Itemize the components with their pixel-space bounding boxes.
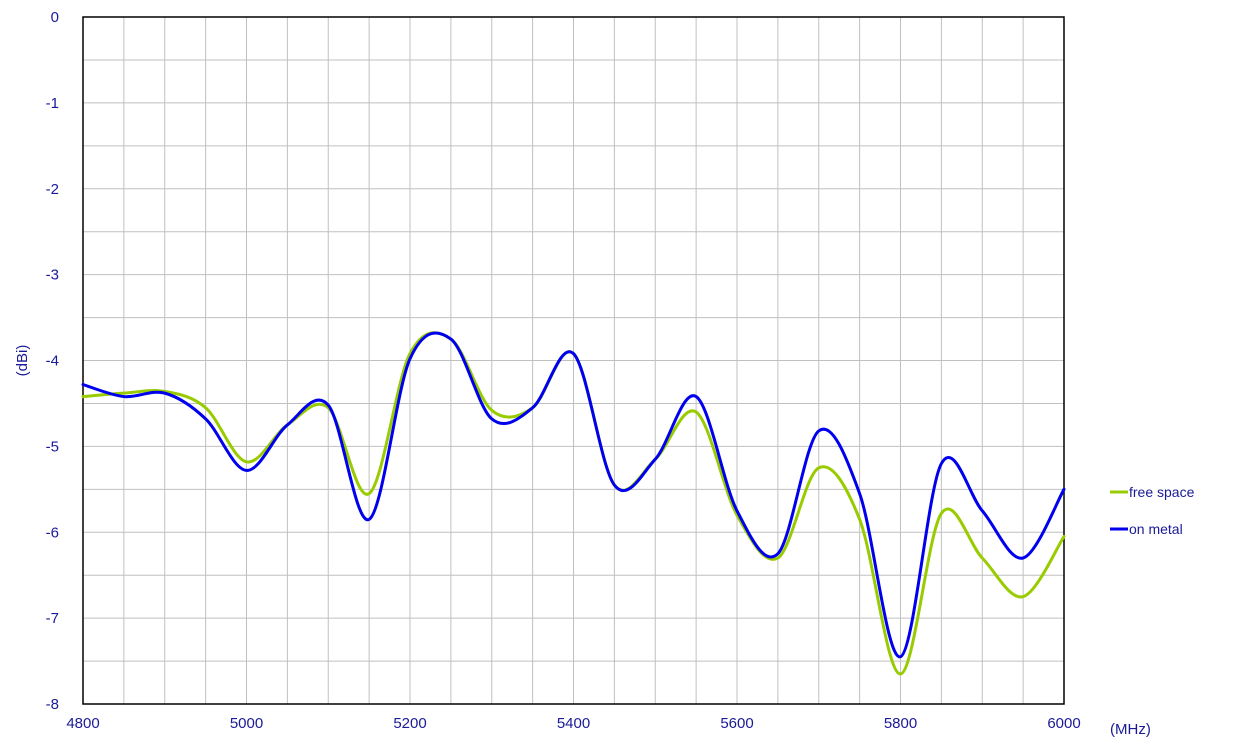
y-tick-label: -5: [46, 438, 59, 455]
x-axis-title: (MHz): [1110, 721, 1151, 738]
x-tick-label: 5400: [557, 715, 590, 732]
x-tick-label: 6000: [1047, 715, 1080, 732]
x-tick-label: 5000: [230, 715, 263, 732]
y-tick-label: -1: [46, 95, 59, 112]
y-tick-label: -6: [46, 524, 59, 541]
legend-label-on-metal: on metal: [1129, 521, 1183, 537]
y-axis-title: (dBi): [14, 345, 31, 377]
y-axis-ticks: 0 -1 -2 -3 -4 -5 -6 -7 -8: [46, 9, 59, 713]
legend: free space on metal: [1110, 484, 1195, 537]
legend-label-free-space: free space: [1129, 484, 1195, 500]
y-tick-label: -3: [46, 267, 59, 284]
y-tick-label: -8: [46, 696, 59, 713]
series-group: [81, 331, 1066, 676]
x-tick-label: 5600: [720, 715, 753, 732]
y-tick-label: -7: [46, 610, 59, 627]
y-tick-label: 0: [51, 9, 59, 26]
y-tick-label: -2: [46, 181, 59, 198]
x-tick-label: 4800: [66, 715, 99, 732]
plot-frame: [82, 16, 1065, 705]
series-line-on-metal: [81, 331, 1066, 659]
x-tick-label: 5800: [884, 715, 917, 732]
y-tick-label: -4: [46, 353, 59, 370]
grid: [83, 17, 1064, 704]
x-axis-ticks: 4800 5000 5200 5400 5600 5800 6000: [66, 715, 1080, 732]
x-tick-label: 5200: [393, 715, 426, 732]
